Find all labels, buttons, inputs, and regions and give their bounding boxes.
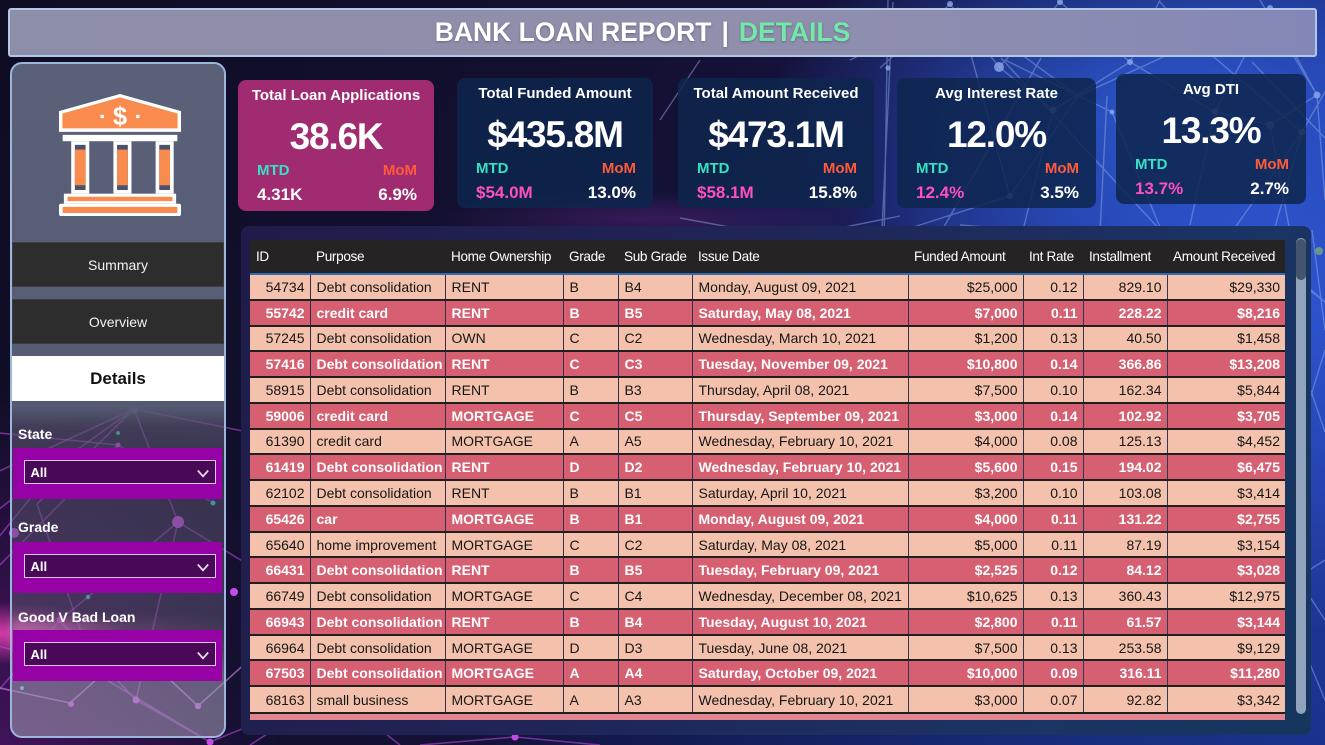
svg-text:$: $: [113, 103, 127, 131]
